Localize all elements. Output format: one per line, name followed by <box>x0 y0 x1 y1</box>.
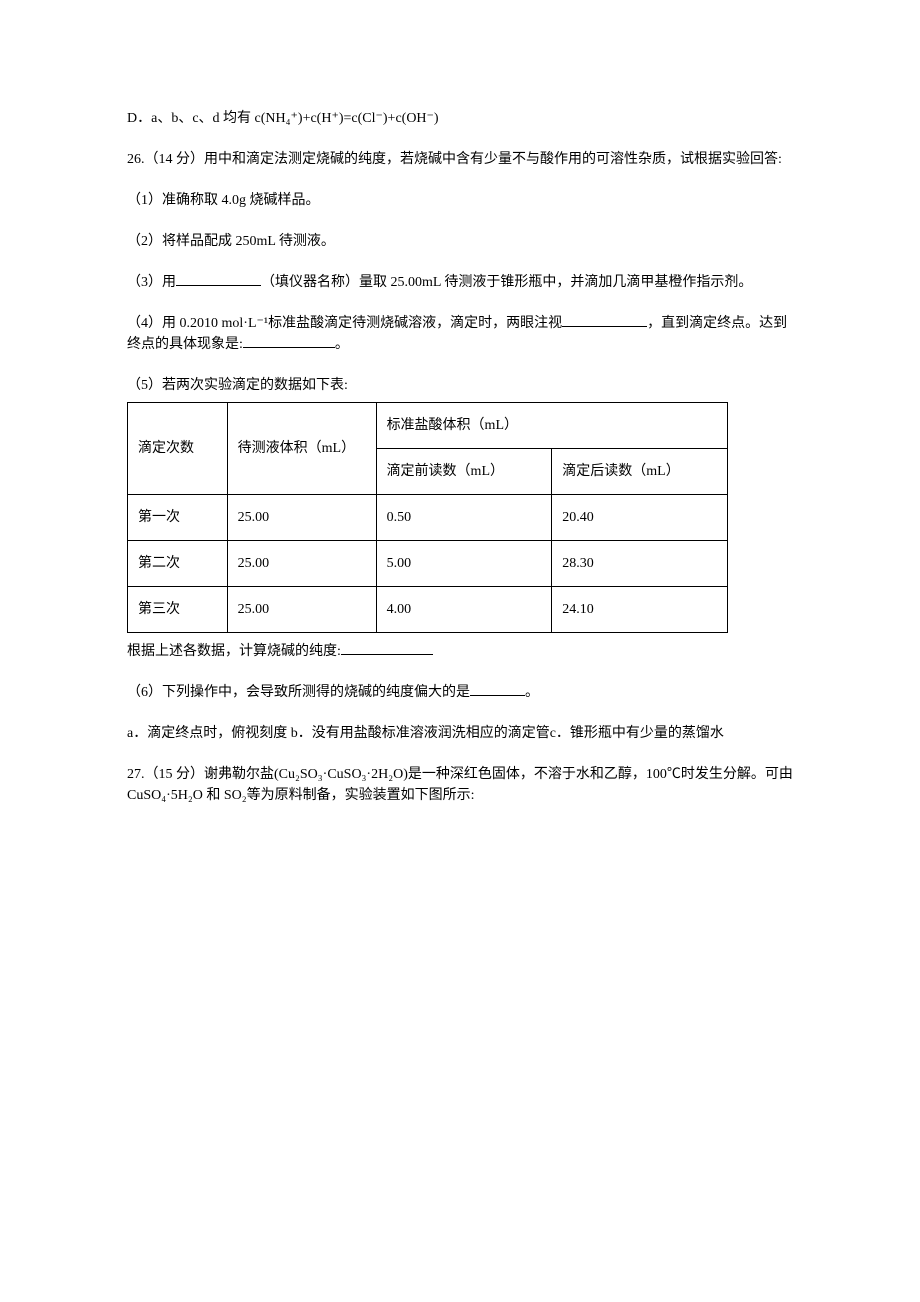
cell-r3c3: 4.00 <box>376 587 552 633</box>
cell-r1c2: 25.00 <box>227 495 376 541</box>
q26-part6-options-text: a．滴定终点时，俯视刻度 b．没有用盐酸标准溶液润洗相应的滴定管c．锥形瓶中有少… <box>127 726 724 741</box>
header-before: 滴定前读数（mL） <box>376 449 552 495</box>
cell-r2c1: 第二次 <box>128 541 228 587</box>
q26-part3: （3）用 （填仪器名称）量取 25.00mL 待测液于锥形瓶中，并滴加几滴甲基橙作… <box>127 272 800 293</box>
cell-r1c1: 第一次 <box>128 495 228 541</box>
blank-instrument <box>176 272 261 286</box>
cell-r3c1: 第三次 <box>128 587 228 633</box>
q26-part3-post: （填仪器名称）量取 25.00mL 待测液于锥形瓶中，并滴加几滴甲基橙作指示剂。 <box>261 275 752 290</box>
cell-r2c2: 25.00 <box>227 541 376 587</box>
q27-intro: 27.（15 分）谢弗勒尔盐(Cu₂SO₃·CuSO₃·2H₂O)是一种深红色固… <box>127 764 800 806</box>
titration-data-table: 滴定次数 待测液体积（mL） 标准盐酸体积（mL） 滴定前读数（mL） 滴定后读… <box>127 402 728 633</box>
option-d-line: D．a、b、c、d 均有 c(NH₄⁺)+c(H⁺)=c(Cl⁻)+c(OH⁻) <box>127 108 800 129</box>
q26-part4-end: 。 <box>335 337 349 352</box>
cell-r2c4: 28.30 <box>552 541 728 587</box>
cell-r3c4: 24.10 <box>552 587 728 633</box>
q27-intro-text: 27.（15 分）谢弗勒尔盐(Cu₂SO₃·CuSO₃·2H₂O)是一种深红色固… <box>127 767 793 803</box>
blank-purity <box>341 641 433 655</box>
header-after: 滴定后读数（mL） <box>552 449 728 495</box>
cell-r3c2: 25.00 <box>227 587 376 633</box>
cell-r1c4: 20.40 <box>552 495 728 541</box>
header-hcl-merged: 标准盐酸体积（mL） <box>376 403 727 449</box>
blank-phenomenon <box>243 334 335 348</box>
q26-part4: （4）用 0.2010 mol·L⁻¹标准盐酸滴定待测烧碱溶液，滴定时，两眼注视… <box>127 313 800 355</box>
blank-option <box>470 682 525 696</box>
q26-part1-text: （1）准确称取 4.0g 烧碱样品。 <box>127 193 320 208</box>
q26-part6-end: 。 <box>525 685 539 700</box>
q26-part6-pre: （6）下列操作中，会导致所测得的烧碱的纯度偏大的是 <box>127 685 470 700</box>
q26-part3-pre: （3）用 <box>127 275 176 290</box>
q26-intro-text: 26.（14 分）用中和滴定法测定烧碱的纯度，若烧碱中含有少量不与酸作用的可溶性… <box>127 152 782 167</box>
blank-observe <box>562 313 647 327</box>
table-row: 第二次 25.00 5.00 28.30 <box>128 541 728 587</box>
q26-part6-options: a．滴定终点时，俯视刻度 b．没有用盐酸标准溶液润洗相应的滴定管c．锥形瓶中有少… <box>127 723 800 744</box>
q26-calculate: 根据上述各数据，计算烧碱的纯度: <box>127 641 800 662</box>
option-d-text: D．a、b、c、d 均有 c(NH₄⁺)+c(H⁺)=c(Cl⁻)+c(OH⁻) <box>127 111 439 126</box>
q26-part4-pre: （4）用 0.2010 mol·L⁻¹标准盐酸滴定待测烧碱溶液，滴定时，两眼注视 <box>127 316 562 331</box>
table-row: 第三次 25.00 4.00 24.10 <box>128 587 728 633</box>
cell-r2c3: 5.00 <box>376 541 552 587</box>
table-row: 第一次 25.00 0.50 20.40 <box>128 495 728 541</box>
q26-part2: （2）将样品配成 250mL 待测液。 <box>127 231 800 252</box>
q26-part1: （1）准确称取 4.0g 烧碱样品。 <box>127 190 800 211</box>
q26-intro: 26.（14 分）用中和滴定法测定烧碱的纯度，若烧碱中含有少量不与酸作用的可溶性… <box>127 149 800 170</box>
q26-part6: （6）下列操作中，会导致所测得的烧碱的纯度偏大的是 。 <box>127 682 800 703</box>
table-header-row1: 滴定次数 待测液体积（mL） 标准盐酸体积（mL） <box>128 403 728 449</box>
header-count: 滴定次数 <box>128 403 228 495</box>
header-volume: 待测液体积（mL） <box>227 403 376 495</box>
q26-part5: （5）若两次实验滴定的数据如下表: <box>127 375 800 396</box>
cell-r1c3: 0.50 <box>376 495 552 541</box>
q26-part2-text: （2）将样品配成 250mL 待测液。 <box>127 234 335 249</box>
q26-calc-pre: 根据上述各数据，计算烧碱的纯度: <box>127 644 341 659</box>
q26-part5-text: （5）若两次实验滴定的数据如下表: <box>127 378 348 393</box>
